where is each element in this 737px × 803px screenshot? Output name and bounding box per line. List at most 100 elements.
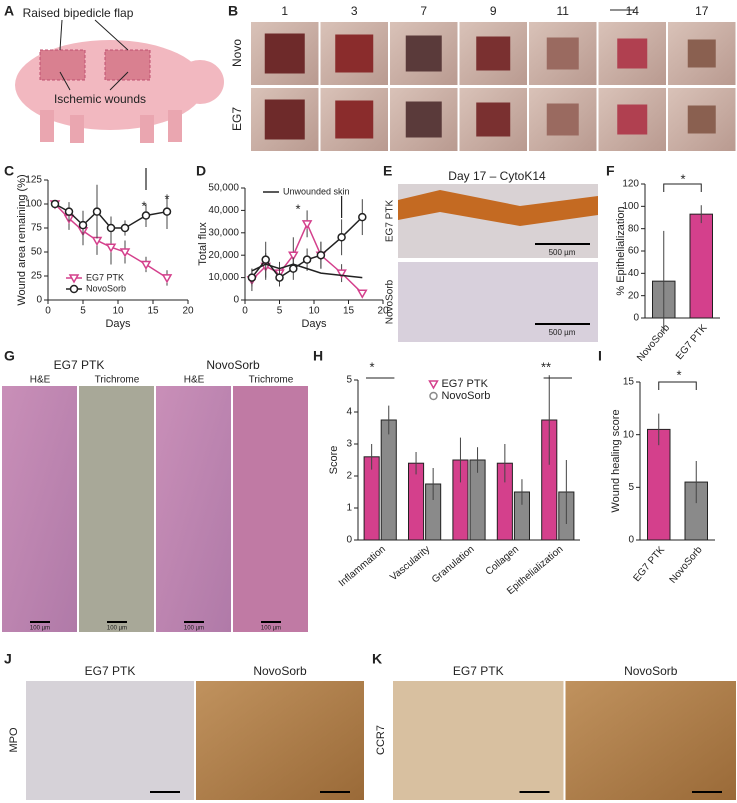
x-tick-label: 10 <box>112 306 124 317</box>
legend-marker <box>428 380 439 390</box>
annotation: Raised bipedicle flap <box>23 6 134 20</box>
day-label: 3 <box>351 4 358 18</box>
wound <box>476 36 511 71</box>
bar <box>647 428 671 541</box>
y-tick-label: 25 <box>31 271 43 282</box>
group-label: EG7 PTK <box>85 664 136 678</box>
scale-label: 100 µm <box>30 626 50 632</box>
legend-marker <box>69 284 79 294</box>
pointer <box>59 19 63 51</box>
panel-letter: J <box>4 651 12 667</box>
point <box>358 212 367 222</box>
image <box>26 681 194 800</box>
wound <box>546 37 579 70</box>
group-label: NovoSorb <box>206 358 260 372</box>
bracket <box>663 183 702 192</box>
y-tick-label: 2 <box>346 471 352 482</box>
y-axis-label: Total flux <box>197 222 209 266</box>
panel-letter: E <box>383 163 392 179</box>
panel-letter: C <box>4 163 14 179</box>
point <box>64 207 74 216</box>
point <box>288 251 299 261</box>
point <box>105 243 117 253</box>
panel-letter: I <box>598 348 602 364</box>
day-label: 14 <box>626 4 640 18</box>
legend-marker <box>68 274 80 284</box>
point <box>336 269 347 279</box>
point <box>289 264 298 273</box>
point <box>50 199 60 209</box>
bar <box>380 419 397 541</box>
row-label: Novo <box>230 39 244 67</box>
x-tick-label: NovoSorb <box>668 544 705 585</box>
image <box>398 262 598 342</box>
point <box>120 223 130 233</box>
y-tick-label: 120 <box>622 179 639 190</box>
wound <box>546 103 579 136</box>
point <box>92 207 102 216</box>
y-tick-label: 30,000 <box>208 227 239 238</box>
significance: * <box>295 201 300 216</box>
y-tick-label: 1 <box>346 503 352 514</box>
y-tick-label: 100 <box>622 201 639 212</box>
point <box>275 273 284 282</box>
stain-label: H&E <box>30 375 51 386</box>
y-tick-label: 125 <box>25 175 42 186</box>
x-axis-label: Days <box>301 318 327 330</box>
y-tick-label: 10,000 <box>208 272 239 283</box>
y-tick-label: 10 <box>623 429 635 440</box>
y-tick-label: 5 <box>346 375 352 386</box>
image <box>196 681 364 800</box>
point <box>78 220 88 230</box>
wound <box>687 105 716 134</box>
wound <box>405 101 442 138</box>
y-tick-label: 60 <box>628 246 640 257</box>
point <box>316 250 326 260</box>
group-label: EG7 PTK <box>453 664 504 678</box>
y-axis-label: Score <box>328 446 340 475</box>
significance: * <box>680 171 685 186</box>
pig-illustration <box>15 40 224 143</box>
image <box>393 681 564 800</box>
line <box>251 263 363 279</box>
day-label: 11 <box>557 4 570 18</box>
point <box>119 248 131 258</box>
y-tick-label: 5 <box>628 482 634 493</box>
y-tick-label: 80 <box>628 223 640 234</box>
y-tick-label: 100 <box>25 199 42 210</box>
image <box>156 386 231 632</box>
y-tick-label: 20,000 <box>208 250 239 261</box>
wound <box>687 39 716 68</box>
group-label: EG7 PTK <box>54 358 105 372</box>
day-label: 7 <box>420 4 427 18</box>
y-tick-label: 3 <box>346 439 352 450</box>
y-tick-label: 4 <box>346 407 352 418</box>
significance: * <box>369 359 374 374</box>
panel-letter: H <box>313 348 323 364</box>
significance: * <box>141 198 146 213</box>
significance: ** <box>541 359 551 374</box>
bar <box>408 462 425 541</box>
annotation: Ischemic wounds <box>54 92 146 106</box>
x-tick-label: 15 <box>147 306 159 317</box>
x-tick-label: 10 <box>308 306 320 317</box>
day-label: 1 <box>281 4 288 18</box>
x-axis-label: Days <box>105 318 131 330</box>
y-axis-label: Wound area remaining (%) <box>16 174 28 305</box>
legend-marker <box>429 391 438 401</box>
significance: * <box>676 367 681 382</box>
x-tick-label: 5 <box>80 306 86 317</box>
x-tick-label: 0 <box>242 306 248 317</box>
wound <box>264 99 305 140</box>
point <box>302 255 312 264</box>
image <box>2 386 77 632</box>
y-tick-label: 75 <box>31 223 43 234</box>
pointer <box>94 19 129 51</box>
x-tick-label: EG7 PTK <box>674 322 710 362</box>
scale-label: 500 µm <box>549 328 576 337</box>
day-label: 9 <box>490 4 497 18</box>
point <box>357 289 368 299</box>
stain-label: Trichrome <box>95 375 140 386</box>
x-tick-label: Vascularity <box>388 544 432 583</box>
